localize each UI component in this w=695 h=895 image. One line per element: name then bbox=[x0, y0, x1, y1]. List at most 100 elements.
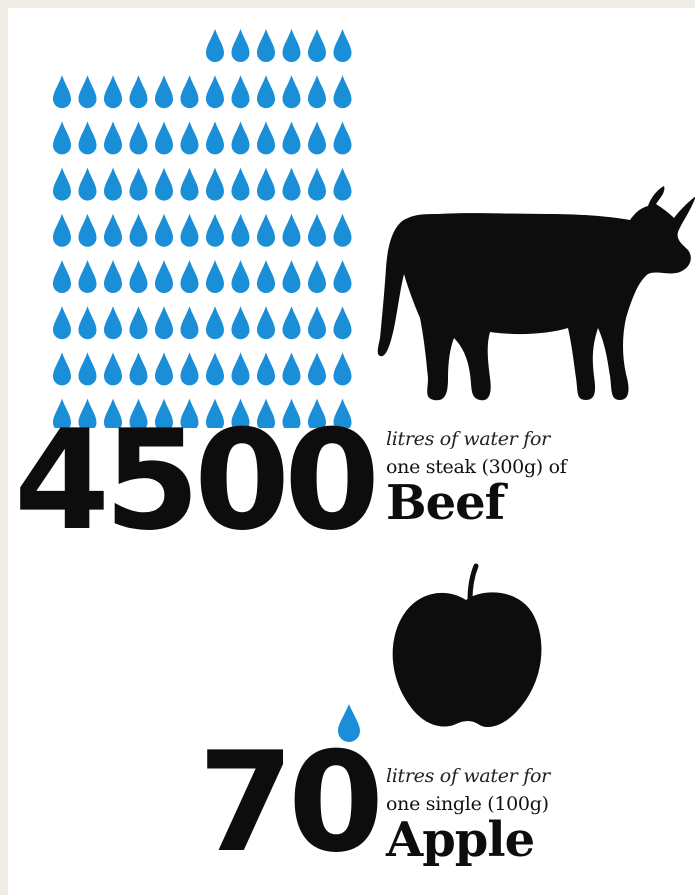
water-drop-icon bbox=[282, 75, 301, 109]
water-drop-icon bbox=[155, 260, 173, 293]
water-drop-icon bbox=[257, 29, 275, 62]
water-drop-icon bbox=[333, 260, 352, 293]
water-drop-icon bbox=[333, 75, 352, 109]
water-drop-icon bbox=[155, 398, 173, 428]
water-drop-icon bbox=[308, 167, 326, 201]
water-drop-icon bbox=[231, 352, 250, 386]
water-drop-icon bbox=[53, 75, 71, 109]
water-drop-icon bbox=[308, 398, 326, 428]
water-drop-icon bbox=[206, 29, 224, 62]
infographic-card: 4500 litres of water for one steak (300g… bbox=[8, 8, 695, 895]
water-drop-icon bbox=[180, 167, 199, 201]
water-drop-icon bbox=[231, 306, 250, 340]
water-drop-icon bbox=[257, 121, 275, 155]
water-drop-icon bbox=[231, 260, 250, 293]
water-drop-icon bbox=[231, 29, 250, 62]
water-drop-icon bbox=[180, 260, 199, 293]
water-drop-icon bbox=[180, 75, 199, 109]
cow-icon bbox=[377, 186, 695, 401]
water-drop-icon bbox=[206, 167, 224, 201]
water-drop-icon bbox=[155, 306, 173, 340]
water-drop-icon bbox=[257, 398, 275, 428]
water-drop-icon bbox=[180, 121, 199, 155]
water-drop-icon bbox=[257, 260, 275, 293]
water-drop-icon bbox=[155, 213, 173, 247]
water-drop-icon bbox=[78, 121, 97, 155]
water-drop-icon bbox=[333, 398, 352, 428]
water-drop-icon bbox=[333, 306, 352, 340]
water-drop-icon bbox=[180, 398, 199, 428]
water-drop-icon bbox=[257, 213, 275, 247]
water-drop-icon bbox=[129, 167, 148, 201]
water-drop-icon bbox=[104, 213, 122, 247]
water-drop-icon bbox=[308, 75, 326, 109]
water-drop-icon bbox=[104, 75, 122, 109]
water-drop-icon bbox=[129, 398, 148, 428]
water-drop-icon bbox=[155, 121, 173, 155]
water-drop-icon bbox=[78, 398, 97, 428]
water-drop-icon bbox=[308, 213, 326, 247]
water-drop-icon bbox=[308, 29, 326, 62]
water-drop-icon bbox=[282, 121, 301, 155]
water-drop-icon bbox=[206, 306, 224, 340]
water-drop-icon bbox=[333, 121, 352, 155]
water-drop-icon bbox=[104, 121, 122, 155]
water-drop-icon bbox=[53, 121, 71, 155]
water-drop-icon bbox=[180, 306, 199, 340]
water-drop-icon bbox=[78, 213, 97, 247]
water-drop-icon bbox=[53, 260, 71, 293]
water-drop-grid bbox=[53, 29, 352, 428]
water-drop-icon bbox=[206, 260, 224, 293]
water-drop-icon bbox=[257, 352, 275, 386]
water-drop-icon bbox=[155, 352, 173, 386]
water-drop-icon bbox=[129, 213, 148, 247]
water-drop-icon bbox=[282, 260, 301, 293]
water-drop-icon bbox=[231, 213, 250, 247]
water-drop-icon bbox=[308, 306, 326, 340]
apple-label: litres of water for one single (100g) Ap… bbox=[386, 765, 550, 865]
water-drop-icon bbox=[155, 167, 173, 201]
water-drop-icon bbox=[206, 75, 224, 109]
water-drop-icon bbox=[333, 167, 352, 201]
water-drop-icon bbox=[206, 213, 224, 247]
beef-label-line2: one steak (300g) of bbox=[386, 456, 567, 478]
water-drop-icon bbox=[53, 167, 71, 201]
water-drop-icon bbox=[206, 352, 224, 386]
water-drop-icon bbox=[53, 398, 71, 428]
water-drop-icon bbox=[257, 306, 275, 340]
water-drop-icon bbox=[231, 167, 250, 201]
water-drop-icon bbox=[257, 75, 275, 109]
apple-food-name: Apple bbox=[386, 812, 535, 868]
water-drop-icon bbox=[155, 75, 173, 109]
water-drop-icon bbox=[78, 260, 97, 293]
water-drop-icon bbox=[206, 121, 224, 155]
water-drop-icon bbox=[333, 213, 352, 247]
beef-water-amount: 4500 bbox=[14, 400, 380, 561]
water-drop-icon bbox=[206, 398, 224, 428]
beef-food-name: Beef bbox=[386, 475, 505, 531]
water-drop-icon bbox=[282, 29, 301, 62]
water-drop-icon bbox=[104, 167, 122, 201]
beef-label: litres of water for one steak (300g) of … bbox=[386, 428, 567, 528]
water-drop-icon bbox=[308, 260, 326, 293]
water-drop-icon bbox=[78, 352, 97, 386]
water-drop-icon bbox=[78, 306, 97, 340]
water-drop-icon bbox=[257, 167, 275, 201]
beef-label-line1: litres of water for bbox=[386, 428, 550, 450]
water-drop-icon bbox=[129, 121, 148, 155]
water-drop-icon bbox=[338, 704, 360, 742]
water-drop-icon bbox=[282, 398, 301, 428]
water-drop-icon bbox=[333, 29, 352, 62]
water-drop-icon bbox=[53, 306, 71, 340]
water-drop-icon bbox=[104, 260, 122, 293]
water-drop-icon bbox=[53, 352, 71, 386]
water-drop-icon bbox=[333, 352, 352, 386]
apple-icon bbox=[392, 563, 542, 728]
water-drop-icon bbox=[104, 352, 122, 386]
water-drop-icon bbox=[104, 398, 122, 428]
water-drop-icon bbox=[282, 352, 301, 386]
water-drop-icon bbox=[104, 306, 122, 340]
water-drop-icon bbox=[180, 352, 199, 386]
water-drop-icon bbox=[231, 75, 250, 109]
apple-water-amount: 70 bbox=[198, 722, 384, 883]
